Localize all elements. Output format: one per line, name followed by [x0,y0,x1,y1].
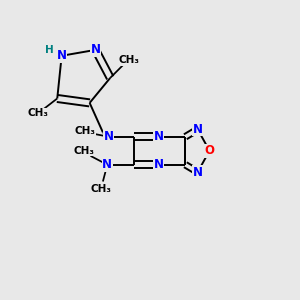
Text: CH₃: CH₃ [73,146,94,156]
Text: N: N [102,158,112,171]
Text: O: O [205,144,214,157]
Text: N: N [193,123,203,136]
Text: CH₃: CH₃ [75,126,96,136]
Text: N: N [104,130,114,143]
Text: CH₃: CH₃ [28,108,49,118]
Text: H: H [45,46,54,56]
Text: CH₃: CH₃ [119,55,140,65]
Text: N: N [154,158,164,171]
Text: N: N [154,130,164,143]
Text: N: N [193,166,203,178]
Text: N: N [91,44,100,56]
Text: N: N [57,49,67,62]
Text: CH₃: CH₃ [91,184,112,194]
